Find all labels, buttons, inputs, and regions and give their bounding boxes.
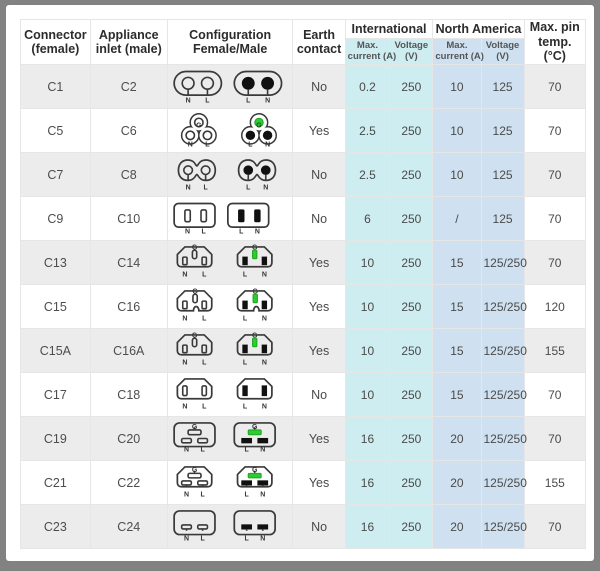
- svg-text:N: N: [255, 229, 260, 236]
- svg-text:G: G: [253, 289, 258, 296]
- svg-text:G: G: [252, 467, 257, 474]
- svg-text:N: N: [260, 535, 265, 542]
- svg-text:N: N: [182, 359, 187, 366]
- svg-text:L: L: [205, 142, 210, 149]
- svg-text:G: G: [192, 333, 197, 340]
- svg-text:G: G: [256, 122, 261, 129]
- svg-text:N: N: [262, 403, 267, 410]
- svg-text:N: N: [262, 315, 267, 322]
- svg-text:G: G: [192, 467, 197, 474]
- svg-text:L: L: [201, 446, 206, 453]
- svg-text:G: G: [192, 245, 197, 252]
- svg-text:L: L: [243, 271, 248, 278]
- svg-text:L: L: [202, 403, 207, 410]
- svg-text:N: N: [184, 446, 189, 453]
- svg-text:L: L: [239, 229, 244, 236]
- svg-text:N: N: [182, 271, 187, 278]
- svg-text:L: L: [202, 315, 207, 322]
- svg-text:N: N: [185, 229, 190, 236]
- svg-text:N: N: [184, 535, 189, 542]
- svg-text:G: G: [193, 289, 198, 296]
- svg-text:L: L: [245, 491, 250, 498]
- svg-text:L: L: [243, 359, 248, 366]
- svg-text:N: N: [265, 142, 270, 149]
- svg-text:N: N: [184, 491, 189, 498]
- svg-text:L: L: [201, 491, 206, 498]
- svg-text:G: G: [252, 333, 257, 340]
- svg-text:G: G: [252, 245, 257, 252]
- svg-text:L: L: [243, 315, 248, 322]
- svg-text:G: G: [192, 424, 197, 431]
- svg-text:L: L: [202, 229, 207, 236]
- svg-text:N: N: [182, 315, 187, 322]
- svg-text:N: N: [182, 403, 187, 410]
- svg-text:N: N: [186, 185, 191, 192]
- svg-text:G: G: [196, 122, 201, 129]
- svg-text:L: L: [245, 535, 250, 542]
- svg-text:G: G: [252, 424, 257, 431]
- svg-text:N: N: [188, 142, 193, 149]
- svg-text:N: N: [263, 185, 268, 192]
- svg-text:L: L: [202, 359, 207, 366]
- svg-text:L: L: [243, 403, 248, 410]
- svg-text:N: N: [186, 98, 191, 105]
- svg-text:N: N: [260, 446, 265, 453]
- svg-text:L: L: [246, 185, 251, 192]
- svg-text:N: N: [262, 271, 267, 278]
- svg-text:L: L: [201, 535, 206, 542]
- svg-text:L: L: [245, 446, 250, 453]
- svg-text:N: N: [265, 98, 270, 105]
- svg-text:L: L: [205, 98, 210, 105]
- svg-text:L: L: [248, 142, 253, 149]
- svg-text:L: L: [204, 185, 209, 192]
- svg-text:N: N: [262, 359, 267, 366]
- svg-text:L: L: [246, 98, 251, 105]
- svg-text:L: L: [202, 271, 207, 278]
- svg-text:N: N: [260, 491, 265, 498]
